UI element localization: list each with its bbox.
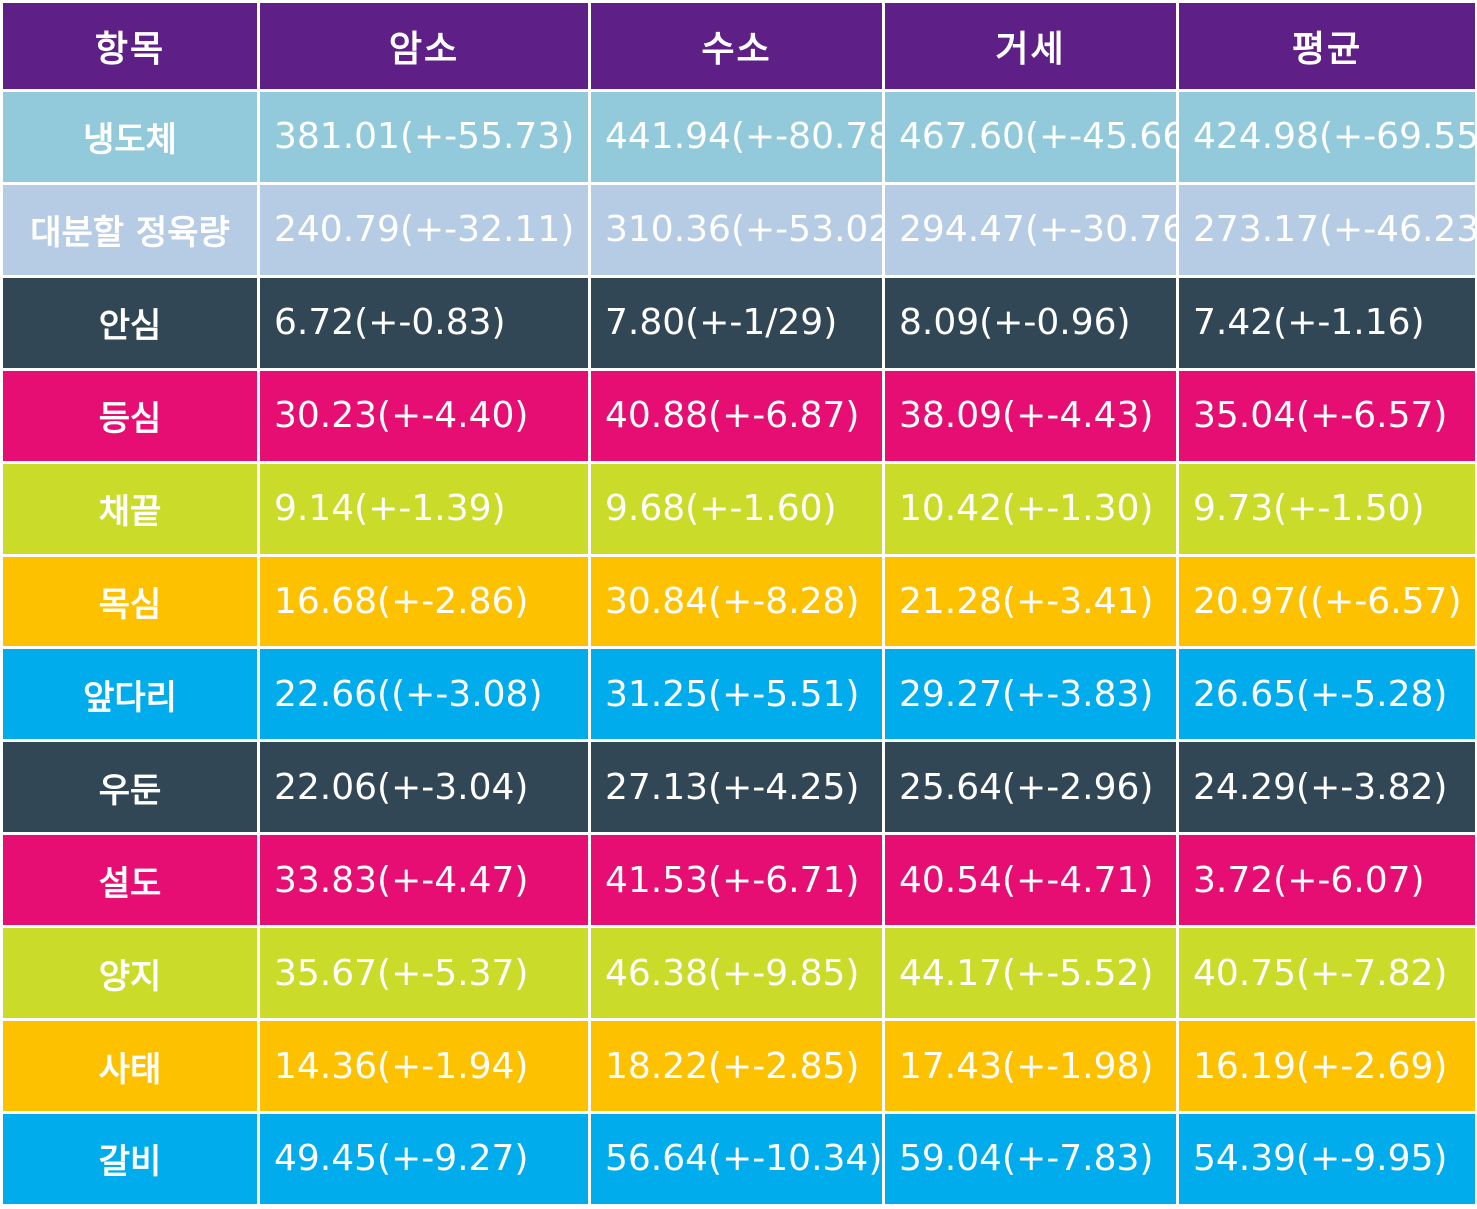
header-steer: 거세 [882,0,1179,92]
cell-steer: 17.43(+-1.98) [882,1018,1179,1114]
cell-steer: 44.17(+-5.52) [882,925,1179,1022]
cell-cow: 14.36(+-1.94) [257,1018,591,1114]
header-row: 항목 암소 수소 거세 평균 [0,0,1477,92]
cell-average: 26.65(+-5.28) [1176,646,1477,743]
cell-average: 20.97((+-6.57) [1176,553,1477,650]
row-label: 냉도체 [0,89,260,185]
row-label: 갈비 [0,1110,260,1208]
cell-cow: 33.83(+-4.47) [257,832,591,929]
cell-bull: 9.68(+-1.60) [588,460,885,557]
cell-cow: 30.23(+-4.40) [257,367,591,464]
cell-steer: 25.64(+-2.96) [882,739,1179,836]
cell-steer: 59.04(+-7.83) [882,1110,1179,1208]
cell-bull: 18.22(+-2.85) [588,1018,885,1114]
cell-bull: 30.84(+-8.28) [588,553,885,650]
cell-average: 7.42(+-1.16) [1176,274,1477,371]
row-label: 목심 [0,553,260,650]
header-cow: 암소 [257,0,591,92]
header-average: 평균 [1176,0,1477,92]
cell-bull: 41.53(+-6.71) [588,832,885,929]
table-row: 등심 30.23(+-4.40) 40.88(+-6.87) 38.09(+-4… [0,367,1477,464]
cell-bull: 27.13(+-4.25) [588,739,885,836]
cell-average: 3.72(+-6.07) [1176,832,1477,929]
row-label: 우둔 [0,739,260,836]
row-label: 설도 [0,832,260,929]
cell-bull: 310.36(+-53.02) [588,181,885,278]
cell-average: 54.39(+-9.95) [1176,1110,1477,1208]
cell-cow: 22.66((+-3.08) [257,646,591,743]
cell-cow: 16.68(+-2.86) [257,553,591,650]
cell-steer: 8.09(+-0.96) [882,274,1179,371]
cell-cow: 49.45(+-9.27) [257,1110,591,1208]
row-label: 채끝 [0,460,260,557]
table-row: 사태 14.36(+-1.94) 18.22(+-2.85) 17.43(+-1… [0,1018,1477,1114]
cell-steer: 29.27(+-3.83) [882,646,1179,743]
cell-bull: 441.94(+-80.78) [588,89,885,185]
table-row: 앞다리 22.66((+-3.08) 31.25(+-5.51) 29.27(+… [0,646,1477,743]
cell-steer: 294.47(+-30.76) [882,181,1179,278]
header-item: 항목 [0,0,260,92]
row-label: 사태 [0,1018,260,1114]
table-row: 설도 33.83(+-4.47) 41.53(+-6.71) 40.54(+-4… [0,832,1477,929]
cell-cow: 381.01(+-55.73) [257,89,591,185]
cell-average: 424.98(+-69.55) [1176,89,1477,185]
table-row: 채끝 9.14(+-1.39) 9.68(+-1.60) 10.42(+-1.3… [0,460,1477,557]
table-row: 목심 16.68(+-2.86) 30.84(+-8.28) 21.28(+-3… [0,553,1477,650]
cell-cow: 240.79(+-32.11) [257,181,591,278]
cell-average: 9.73(+-1.50) [1176,460,1477,557]
cell-steer: 40.54(+-4.71) [882,832,1179,929]
cell-bull: 31.25(+-5.51) [588,646,885,743]
cell-steer: 38.09(+-4.43) [882,367,1179,464]
row-label: 등심 [0,367,260,464]
cell-average: 16.19(+-2.69) [1176,1018,1477,1114]
cell-average: 273.17(+-46.23) [1176,181,1477,278]
cell-cow: 35.67(+-5.37) [257,925,591,1022]
cell-cow: 9.14(+-1.39) [257,460,591,557]
table-row: 냉도체 381.01(+-55.73) 441.94(+-80.78) 467.… [0,89,1477,185]
row-label: 양지 [0,925,260,1022]
table-row: 양지 35.67(+-5.37) 46.38(+-9.85) 44.17(+-5… [0,925,1477,1022]
header-bull: 수소 [588,0,885,92]
cell-cow: 22.06(+-3.04) [257,739,591,836]
cell-steer: 10.42(+-1.30) [882,460,1179,557]
table-row: 우둔 22.06(+-3.04) 27.13(+-4.25) 25.64(+-2… [0,739,1477,836]
cell-average: 24.29(+-3.82) [1176,739,1477,836]
table-row: 안심 6.72(+-0.83) 7.80(+-1/29) 8.09(+-0.96… [0,274,1477,371]
cell-average: 35.04(+-6.57) [1176,367,1477,464]
cell-bull: 7.80(+-1/29) [588,274,885,371]
cell-bull: 46.38(+-9.85) [588,925,885,1022]
row-label: 대분할 정육량 [0,181,260,278]
row-label: 안심 [0,274,260,371]
cell-cow: 6.72(+-0.83) [257,274,591,371]
cell-average: 40.75(+-7.82) [1176,925,1477,1022]
table-row: 대분할 정육량 240.79(+-32.11) 310.36(+-53.02) … [0,181,1477,278]
row-label: 앞다리 [0,646,260,743]
cell-bull: 40.88(+-6.87) [588,367,885,464]
table-row: 갈비 49.45(+-9.27) 56.64(+-10.34) 59.04(+-… [0,1110,1477,1208]
cell-steer: 21.28(+-3.41) [882,553,1179,650]
cell-steer: 467.60(+-45.66) [882,89,1179,185]
cell-bull: 56.64(+-10.34) [588,1110,885,1208]
